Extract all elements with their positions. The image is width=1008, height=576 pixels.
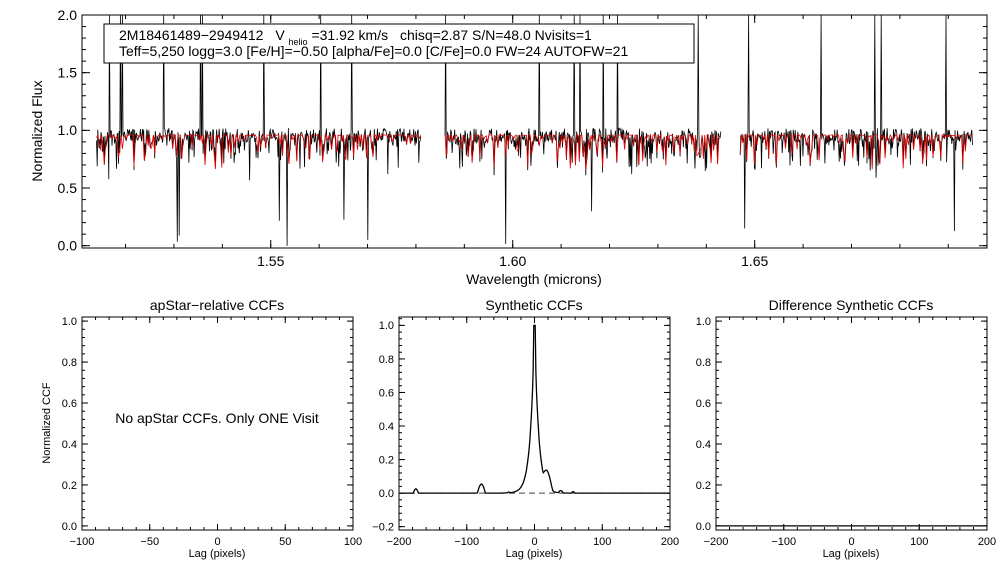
- apstar-y-ticks: 0.0 0.2 0.4 0.6 0.8 1.0: [62, 316, 353, 533]
- spectrum-x-axis-label: Wavelength (microns): [466, 271, 602, 287]
- x-tick-label: 1.55: [257, 253, 284, 269]
- y-tick-label: 0.6: [379, 387, 394, 399]
- synthetic-spectrum-line: [96, 133, 972, 170]
- synthetic-x-ticks: −200 −100 0 100 200: [387, 317, 679, 548]
- difference-ccf-panel: Difference Synthetic CCFs −200 −100 0 100 20…: [696, 297, 996, 560]
- y-tick-label: 0.2: [696, 480, 711, 492]
- apstar-ccf-panel: apStar−relative CCFs −100 −50 0 50 100 0.00.…: [41, 297, 362, 560]
- x-tick-label: −50: [140, 536, 159, 548]
- x-tick-label: −200: [704, 536, 729, 548]
- y-tick-label: 0.0: [379, 488, 394, 500]
- spectrum-axes-frame: [81, 14, 988, 249]
- x-tick-label: 100: [344, 536, 362, 548]
- annotation-line-2: Teff=5,250 logg=3.0 [Fe/H]=−0.50 [alpha/…: [119, 43, 628, 59]
- annotation-stats: chisq=2.87 S/N=48.0 Nvisits=1: [400, 27, 592, 43]
- y-tick-label: 1.0: [58, 122, 78, 138]
- y-tick-label: 2.0: [58, 7, 78, 23]
- spectrum-panel: 1.55 1.60 1.65 0.0 0.5 1.0 1.5 2.0 2M18461489−…: [29, 7, 988, 287]
- annotation-v-prefix: V: [275, 27, 285, 43]
- x-tick-label: 0: [531, 536, 537, 548]
- y-tick-label: 0.8: [62, 357, 77, 369]
- y-tick-label: −0.2: [372, 521, 394, 533]
- apstar-x-axis-label: Lag (pixels): [189, 548, 246, 560]
- x-tick-label: 100: [593, 536, 611, 548]
- apstar-no-data-message: No apStar CCFs. Only ONE Visit: [115, 410, 319, 426]
- difference-x-axis-label: Lag (pixels): [823, 548, 880, 560]
- difference-y-ticks: 0.0 0.2 0.4 0.6 0.8 1.0: [696, 316, 987, 533]
- annotation-line-1: 2M18461489−2949412 V helio =31.92 km/s c…: [119, 27, 592, 48]
- synthetic-x-axis-label: Lag (pixels): [506, 548, 563, 560]
- difference-axes-frame: [715, 316, 988, 531]
- spectrum-x-ticks: 1.55 1.60 1.65: [125, 15, 949, 269]
- apstar-y-axis-label: Normalized CCF: [41, 382, 53, 464]
- x-tick-label: −100: [70, 536, 95, 548]
- y-tick-label: 0.0: [62, 521, 77, 533]
- y-tick-label: 0.4: [379, 421, 394, 433]
- spectrum-annotation-box: [103, 23, 695, 64]
- synthetic-ccf-curve: [399, 324, 670, 494]
- difference-ccf-title: Difference Synthetic CCFs: [769, 297, 934, 313]
- spectrum-y-axis-label: Normalized Flux: [29, 80, 45, 181]
- x-tick-label: 0: [848, 536, 854, 548]
- synthetic-y-ticks: −0.2 0.0 0.2 0.4 0.6 0.8 1.0: [372, 318, 670, 533]
- x-tick-label: 200: [978, 536, 996, 548]
- annotation-v-value: =31.92 km/s: [311, 27, 388, 43]
- y-tick-label: 0.4: [62, 439, 77, 451]
- apstar-x-ticks: −100 −50 0 50 100: [70, 317, 362, 548]
- annotation-v-subscript: helio: [289, 37, 308, 47]
- x-tick-label: −200: [387, 536, 412, 548]
- x-tick-label: 200: [661, 536, 679, 548]
- synthetic-ccf-title: Synthetic CCFs: [485, 297, 582, 313]
- y-tick-label: 1.5: [58, 65, 78, 81]
- synthetic-ccf-panel: Synthetic CCFs −200 −100 0 100 200 −0.2 0.0 0.…: [372, 297, 679, 560]
- spectrum-plot-area: [96, 14, 973, 246]
- y-tick-label: 0.8: [696, 357, 711, 369]
- y-tick-label: 1.0: [379, 320, 394, 332]
- x-tick-label: 50: [279, 536, 291, 548]
- y-tick-label: 0.0: [696, 521, 711, 533]
- spectrum-y-ticks: 0.0 0.5 1.0 1.5 2.0: [58, 7, 987, 254]
- synthetic-axes-frame: [398, 316, 671, 531]
- difference-x-ticks: −200 −100 0 100 200: [704, 317, 996, 548]
- apstar-ccf-title: apStar−relative CCFs: [150, 297, 284, 313]
- y-tick-label: 0.8: [379, 354, 394, 366]
- y-tick-label: 0.0: [58, 238, 78, 254]
- y-tick-label: 0.2: [379, 454, 394, 466]
- y-tick-label: 0.5: [58, 180, 78, 196]
- x-tick-label: 0: [214, 536, 220, 548]
- x-tick-label: 1.60: [499, 253, 526, 269]
- y-tick-label: 0.6: [696, 398, 711, 410]
- annotation-star-id: 2M18461489−2949412: [119, 27, 264, 43]
- y-tick-label: 1.0: [62, 316, 77, 328]
- x-tick-label: 100: [910, 536, 928, 548]
- x-tick-label: 1.65: [741, 253, 768, 269]
- x-tick-label: −100: [454, 536, 479, 548]
- y-tick-label: 0.4: [696, 439, 711, 451]
- x-tick-label: −100: [771, 536, 796, 548]
- y-tick-label: 0.2: [62, 480, 77, 492]
- y-tick-label: 1.0: [696, 316, 711, 328]
- y-tick-label: 0.6: [62, 398, 77, 410]
